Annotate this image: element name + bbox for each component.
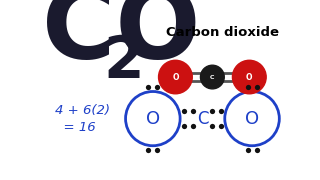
Text: O: O xyxy=(245,110,259,128)
Text: O: O xyxy=(172,73,179,82)
Text: CO: CO xyxy=(43,0,201,80)
Ellipse shape xyxy=(232,60,266,94)
Text: Carbon dioxide: Carbon dioxide xyxy=(166,26,279,39)
Text: C: C xyxy=(197,110,208,128)
Text: 4 + 6(2)
  = 16: 4 + 6(2) = 16 xyxy=(55,104,110,134)
Ellipse shape xyxy=(200,65,224,89)
Text: C: C xyxy=(210,75,215,80)
Text: O: O xyxy=(246,73,252,82)
Ellipse shape xyxy=(158,60,192,94)
Text: 2: 2 xyxy=(103,33,144,90)
Text: O: O xyxy=(146,110,160,128)
